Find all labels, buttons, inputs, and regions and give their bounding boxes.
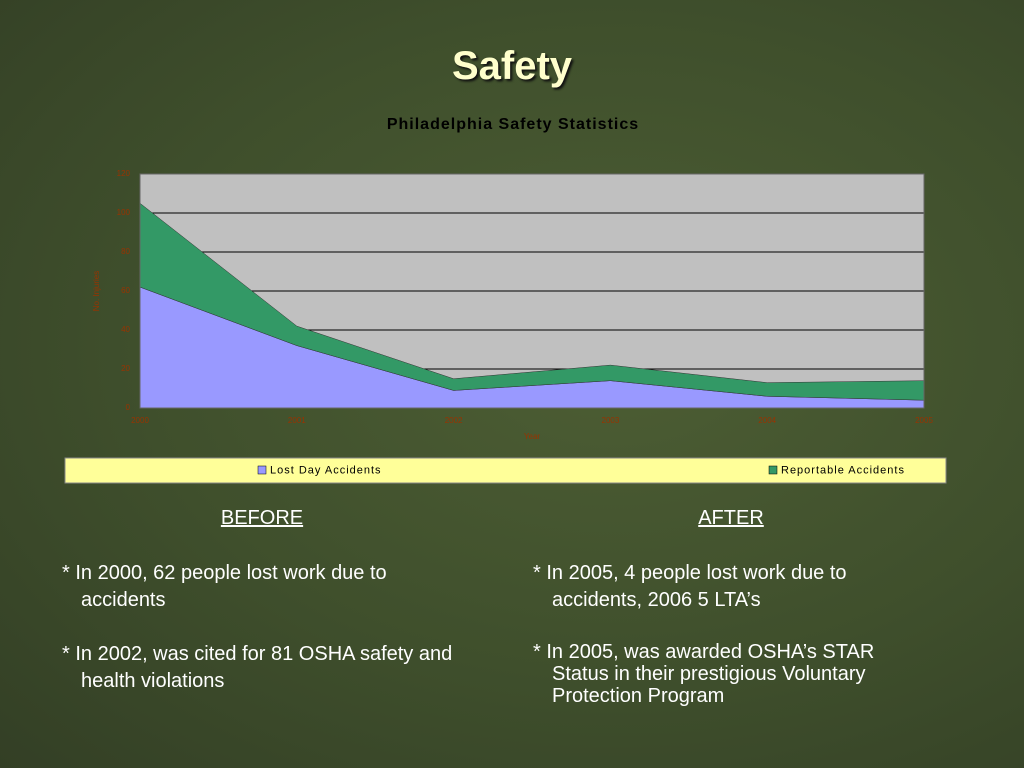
x-tick-label: 2000	[131, 416, 149, 425]
y-tick-label: 0	[126, 403, 131, 412]
after-heading: AFTER	[698, 507, 764, 529]
y-tick-label: 100	[117, 208, 131, 217]
x-axis-label: Year	[524, 432, 541, 441]
after-item: * In 2005, was awarded OSHA’s STAR Statu…	[533, 641, 875, 707]
legend-swatch	[257, 465, 267, 475]
x-tick-label: 2005	[915, 416, 933, 425]
after-column: AFTER * In 2005, 4 people lost work due …	[533, 505, 933, 734]
chart: Philadelphia Safety Statistics Year No. …	[64, 116, 947, 484]
x-tick-label: 2002	[445, 416, 463, 425]
plot-frame	[139, 173, 925, 409]
y-tick-label: 40	[121, 325, 130, 334]
slide-title: Safety	[451, 44, 573, 88]
before-item: * In 2000, 62 people lost work due to ac…	[62, 562, 387, 611]
y-tick-label: 20	[121, 364, 130, 373]
legend-label: Lost Day Accidents	[270, 464, 382, 476]
y-axis-label: No. Injuries	[92, 271, 101, 311]
before-heading: BEFORE	[220, 507, 304, 529]
y-tick-label: 120	[117, 169, 131, 178]
before-item: * In 2002, was cited for 81 OSHA safety …	[62, 643, 453, 692]
legend-swatch	[768, 465, 778, 475]
y-tick-label: 80	[121, 247, 130, 256]
y-tick-label: 60	[121, 286, 130, 295]
x-tick-label: 2004	[758, 416, 776, 425]
x-tick-label: 2001	[288, 416, 306, 425]
after-item: * In 2005, 4 people lost work due to acc…	[533, 562, 847, 611]
x-tick-label: 2003	[602, 416, 620, 425]
legend	[64, 457, 947, 484]
chart-title: Philadelphia Safety Statistics	[387, 116, 639, 133]
legend-label: Reportable Accidents	[781, 464, 905, 476]
before-column: BEFORE * In 2000, 62 people lost work du…	[62, 505, 462, 722]
